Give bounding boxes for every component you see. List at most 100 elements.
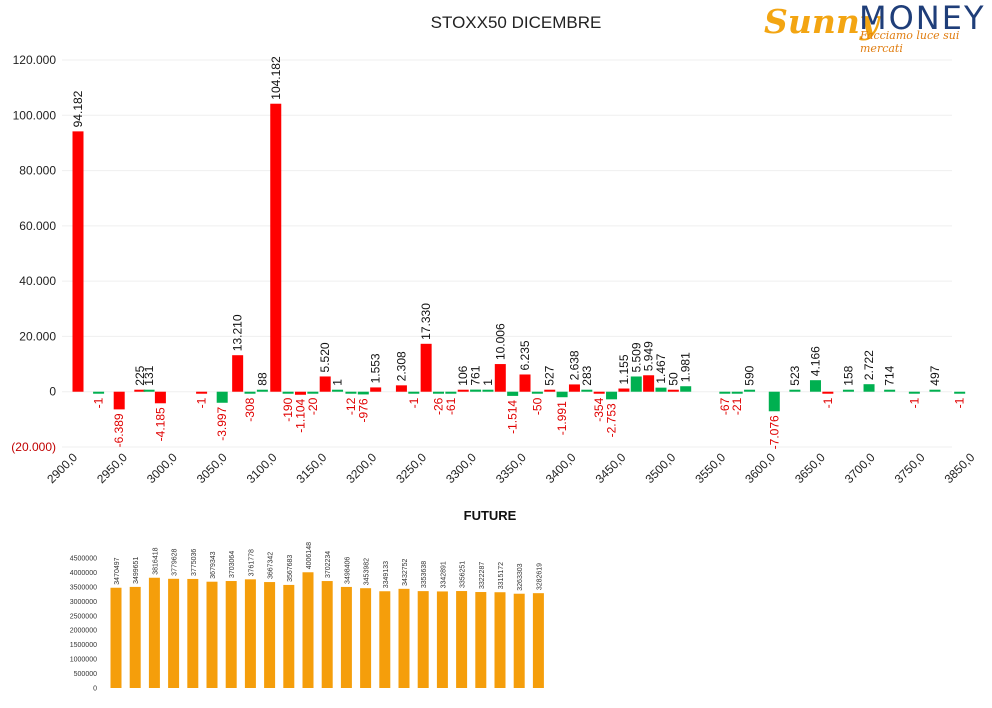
data-label: 1 [331, 379, 345, 386]
future-data-label: 3453982 [364, 558, 371, 585]
data-label: 104.182 [269, 56, 283, 100]
bar [822, 391, 834, 394]
bar [294, 391, 306, 395]
data-label: 761 [469, 365, 483, 385]
data-label: 2.308 [394, 351, 408, 381]
data-label: -3.997 [215, 406, 229, 440]
future-data-label: 3667342 [268, 552, 275, 579]
data-label: -21 [730, 397, 744, 415]
bar [789, 389, 801, 392]
bar [929, 389, 941, 392]
x-tick-label: 3700,0 [842, 450, 878, 486]
data-label: 106 [456, 365, 470, 385]
future-y-tick-label: 1000000 [70, 657, 97, 664]
y-tick-label: 0 [49, 385, 56, 399]
bar [680, 386, 692, 392]
bar [863, 384, 875, 392]
main-grid [62, 59, 952, 448]
future-bar [187, 578, 199, 688]
bar [256, 389, 268, 392]
bar [482, 389, 494, 392]
bar [154, 391, 166, 404]
future-data-label: 3470497 [114, 557, 121, 584]
future-data-label: 3498406 [344, 557, 351, 584]
x-tick-label: 3750,0 [892, 450, 928, 486]
main-y-axis: 120.000 100.000 80.000 60.000 40.000 20.000 0 (… [11, 53, 56, 454]
data-label: 1.553 [369, 353, 383, 383]
x-tick-label: 3500,0 [642, 450, 678, 486]
data-label: 50 [666, 372, 680, 386]
bar [581, 389, 593, 392]
bar [196, 391, 208, 394]
data-label: -2.753 [605, 403, 619, 437]
chart-title: STOXX50 DICEMBRE [430, 13, 602, 32]
bar [470, 389, 482, 392]
future-y-axis: 4500000 4000000 3500000 3000000 2500000 20000… [70, 556, 97, 693]
bar [655, 387, 667, 392]
future-bar [264, 582, 276, 688]
data-label: 88 [255, 372, 269, 386]
bar [113, 391, 125, 410]
data-label: 1.467 [654, 353, 668, 383]
data-label: -1 [907, 397, 921, 408]
x-tick-label: 3000,0 [144, 450, 180, 486]
future-bar [532, 593, 544, 688]
future-bar [340, 586, 352, 688]
future-data-label: 3702234 [325, 551, 332, 578]
stoxx50-chart: 120.000 100.000 80.000 60.000 40.000 20.000 0 (… [11, 53, 992, 486]
bar [667, 389, 679, 392]
bar [643, 375, 655, 392]
data-label: 2.722 [862, 350, 876, 380]
bar [719, 391, 731, 394]
data-label: -67 [718, 397, 732, 415]
data-label: -50 [530, 397, 544, 415]
bar [370, 387, 382, 392]
bar [809, 380, 821, 392]
data-label: 4.166 [808, 346, 822, 376]
data-label: -354 [592, 397, 606, 421]
future-y-tick-label: 1500000 [70, 642, 97, 649]
future-bar [417, 591, 429, 688]
data-label: 714 [883, 365, 897, 385]
bar [494, 364, 506, 392]
bar [744, 389, 756, 392]
future-data-label: 4006148 [306, 542, 313, 569]
future-data-label: 3356251 [460, 561, 467, 588]
future-data-label: 3282619 [536, 563, 543, 590]
future-data-label: 3816418 [152, 547, 159, 574]
future-bar [513, 593, 525, 688]
data-label: 5.520 [318, 342, 332, 372]
bar [72, 131, 84, 392]
future-y-tick-label: 3000000 [70, 599, 97, 606]
future-bar [475, 592, 487, 688]
data-label: -190 [281, 397, 295, 421]
future-data-label: 3567683 [287, 555, 294, 582]
data-label: -1 [821, 397, 835, 408]
bar [531, 391, 543, 394]
future-data-label: 3349133 [383, 561, 390, 588]
bar [457, 389, 469, 392]
future-bars: 3470497 3499651 3816418 3779628 3775036 36793… [110, 542, 544, 688]
bar [216, 391, 228, 403]
future-chart: 4500000 4000000 3500000 3000000 2500000 20000… [70, 542, 544, 693]
y-tick-label: 100.000 [13, 108, 57, 122]
y-tick-label: (20.000) [11, 440, 56, 454]
future-data-label: 3779628 [172, 548, 179, 575]
x-tick-label: 3350,0 [493, 450, 529, 486]
future-data-label: 3679343 [210, 551, 217, 578]
data-label: -6.389 [112, 413, 126, 447]
data-label: -976 [356, 398, 370, 422]
future-data-label: 3761778 [248, 549, 255, 576]
bar [395, 385, 407, 392]
future-title: FUTURE [463, 508, 517, 523]
y-tick-label: 80.000 [19, 164, 56, 178]
data-label: 283 [580, 365, 594, 385]
x-tick-label: 3050,0 [194, 450, 230, 486]
data-label: -20 [306, 397, 320, 415]
bar [445, 391, 457, 394]
data-label: 13.210 [231, 314, 245, 351]
future-data-label: 3342891 [440, 561, 447, 588]
bar [134, 389, 146, 392]
data-label: 225 [133, 365, 147, 385]
data-label: -308 [243, 397, 257, 421]
